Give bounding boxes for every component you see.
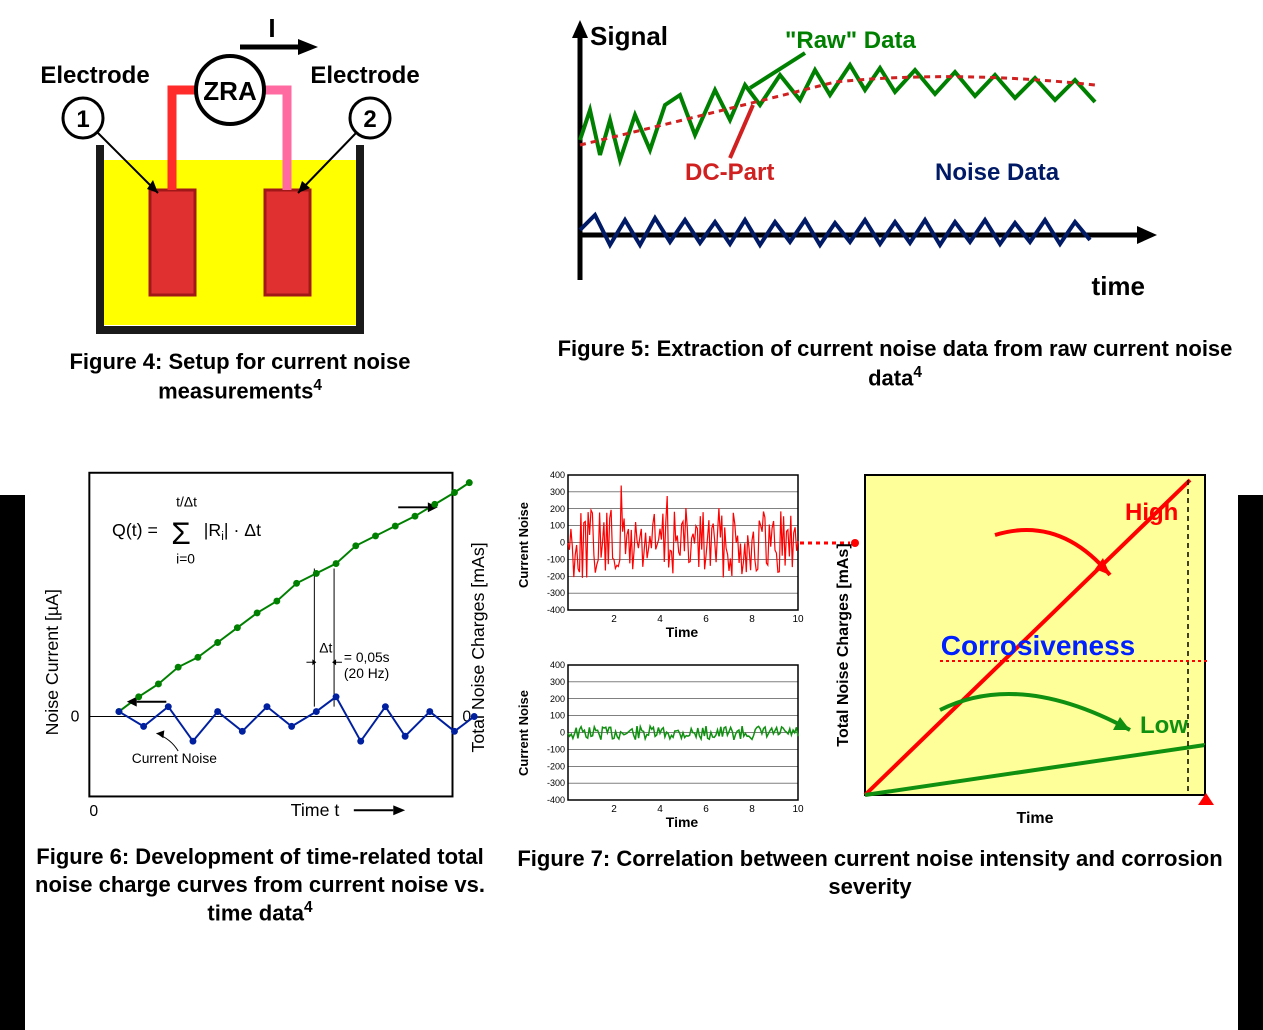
- sp2-ylabel: Current Noise: [516, 690, 531, 776]
- zero-left: 0: [71, 708, 80, 725]
- raw-label: "Raw" Data: [785, 27, 916, 54]
- time-label: time: [1092, 271, 1145, 301]
- fig5-sup: 4: [913, 364, 922, 381]
- noise-data-line: [580, 215, 1090, 245]
- fig7-caption: Figure 7: Correlation between current no…: [510, 845, 1230, 900]
- fig7-plot: Current Noise 4003002001000-100-200-300-…: [510, 455, 1230, 835]
- raw-pointer: [750, 53, 805, 88]
- x-axis-arrow: [1137, 226, 1157, 244]
- current-arrow-head: [298, 39, 318, 55]
- svg-text:10: 10: [792, 614, 804, 625]
- current-noise-label: Current Noise: [132, 750, 217, 766]
- lp-ylabel: Total Noise Charges [mAs]: [835, 543, 852, 746]
- svg-text:100: 100: [550, 521, 565, 531]
- svg-text:-100: -100: [547, 744, 565, 754]
- formula-Q: Q(t) =: [112, 520, 158, 540]
- svg-text:300: 300: [550, 677, 565, 687]
- black-bar-right: [1238, 495, 1263, 1030]
- lp-xlabel: Time: [1016, 810, 1053, 827]
- figure-6: Noise Current [µA] Total Noise Charges […: [35, 455, 500, 927]
- svg-text:-300: -300: [547, 588, 565, 598]
- svg-text:-200: -200: [547, 761, 565, 771]
- delta-val2: (20 Hz): [344, 665, 389, 681]
- svg-text:4: 4: [657, 614, 663, 625]
- sp1-xlabel: Time: [666, 624, 699, 640]
- sigma: Σ: [171, 515, 191, 551]
- svg-text:10: 10: [792, 804, 804, 815]
- dc-label: DC-Part: [685, 159, 774, 186]
- zero-bottom: 0: [89, 803, 98, 820]
- svg-text:8: 8: [749, 614, 755, 625]
- svg-text:400: 400: [550, 660, 565, 670]
- delta-val1: = 0,05s: [344, 649, 390, 665]
- delta-t-label: Δt: [319, 639, 332, 655]
- fig6-xlabel: Time t: [291, 800, 340, 820]
- sp2-xlabel: Time: [666, 814, 699, 830]
- svg-text:-200: -200: [547, 571, 565, 581]
- signal-label: Signal: [590, 21, 668, 51]
- fig6-caption-text: Figure 6: Development of time-related to…: [35, 844, 485, 925]
- electrode-2: [265, 190, 310, 295]
- sum-top: t/Δt: [176, 493, 197, 509]
- black-bar-left: [0, 495, 25, 1030]
- small-plot-top: Current Noise 400 300 200 100 0 -100 -200 -300 -…: [516, 470, 804, 640]
- high-label: High: [1125, 499, 1178, 526]
- svg-text:2: 2: [611, 614, 617, 625]
- figure-5: Signal time "Raw" Data DC-Part Noise Dat…: [555, 20, 1235, 391]
- svg-text:200: 200: [550, 504, 565, 514]
- formula-body: |Ri| · Δt: [204, 520, 261, 543]
- fig7-caption-text: Figure 7: Correlation between current no…: [517, 846, 1222, 899]
- svg-text:0: 0: [560, 728, 565, 738]
- svg-text:6: 6: [703, 614, 709, 625]
- sum-bottom: i=0: [176, 551, 195, 567]
- fig5-caption: Figure 5: Extraction of current noise da…: [555, 335, 1235, 391]
- num-2: 2: [363, 106, 376, 133]
- svg-text:-400: -400: [547, 605, 565, 615]
- y-axis-arrow: [572, 20, 588, 38]
- sp1-ylabel: Current Noise: [516, 502, 531, 588]
- svg-text:0: 0: [560, 538, 565, 548]
- large-plot: Total Noise Charges [mAs] High Low Corro…: [835, 475, 1214, 827]
- fig5-caption-text: Figure 5: Extraction of current noise da…: [558, 336, 1233, 390]
- svg-text:-300: -300: [547, 778, 565, 788]
- fig4-caption-text: Figure 4: Setup for current noise measur…: [69, 349, 410, 403]
- electrode-1: [150, 190, 195, 295]
- svg-text:4: 4: [657, 804, 663, 815]
- fig4-sup: 4: [313, 377, 322, 394]
- current-i-label: I: [268, 15, 275, 43]
- svg-text:-100: -100: [547, 554, 565, 564]
- corrosiveness-label: Corrosiveness: [941, 630, 1136, 661]
- svg-text:2: 2: [611, 804, 617, 815]
- fig5-plot: Signal time "Raw" Data DC-Part Noise Dat…: [555, 20, 1195, 320]
- fig4-caption: Figure 4: Setup for current noise measur…: [40, 348, 440, 404]
- small-plot-bottom: Current Noise 400 300 200 100 0 -100 -200 -300 -…: [516, 660, 804, 830]
- fig6-sup: 4: [304, 899, 313, 916]
- svg-text:8: 8: [749, 804, 755, 815]
- fig6-caption: Figure 6: Development of time-related to…: [35, 843, 485, 927]
- svg-text:200: 200: [550, 694, 565, 704]
- svg-text:6: 6: [703, 804, 709, 815]
- zra-label: ZRA: [203, 76, 257, 106]
- fig6-plot: Noise Current [µA] Total Noise Charges […: [35, 455, 495, 830]
- noise-label: Noise Data: [935, 159, 1060, 186]
- low-label: Low: [1140, 712, 1188, 739]
- fig6-ylabel-left: Noise Current [µA]: [42, 589, 62, 735]
- svg-text:100: 100: [550, 711, 565, 721]
- figure-7: Current Noise 4003002001000-100-200-300-…: [510, 455, 1240, 900]
- svg-text:-400: -400: [547, 795, 565, 805]
- electrode-right-label: Electrode: [310, 62, 419, 89]
- figure-4: ZRA I Electrode Electrode 1 2 Figure 4: …: [40, 15, 440, 404]
- num-1: 1: [76, 106, 89, 133]
- svg-text:300: 300: [550, 487, 565, 497]
- fig4-diagram: ZRA I Electrode Electrode 1 2: [40, 15, 420, 335]
- svg-text:400: 400: [550, 470, 565, 480]
- electrode-left-label: Electrode: [40, 62, 149, 89]
